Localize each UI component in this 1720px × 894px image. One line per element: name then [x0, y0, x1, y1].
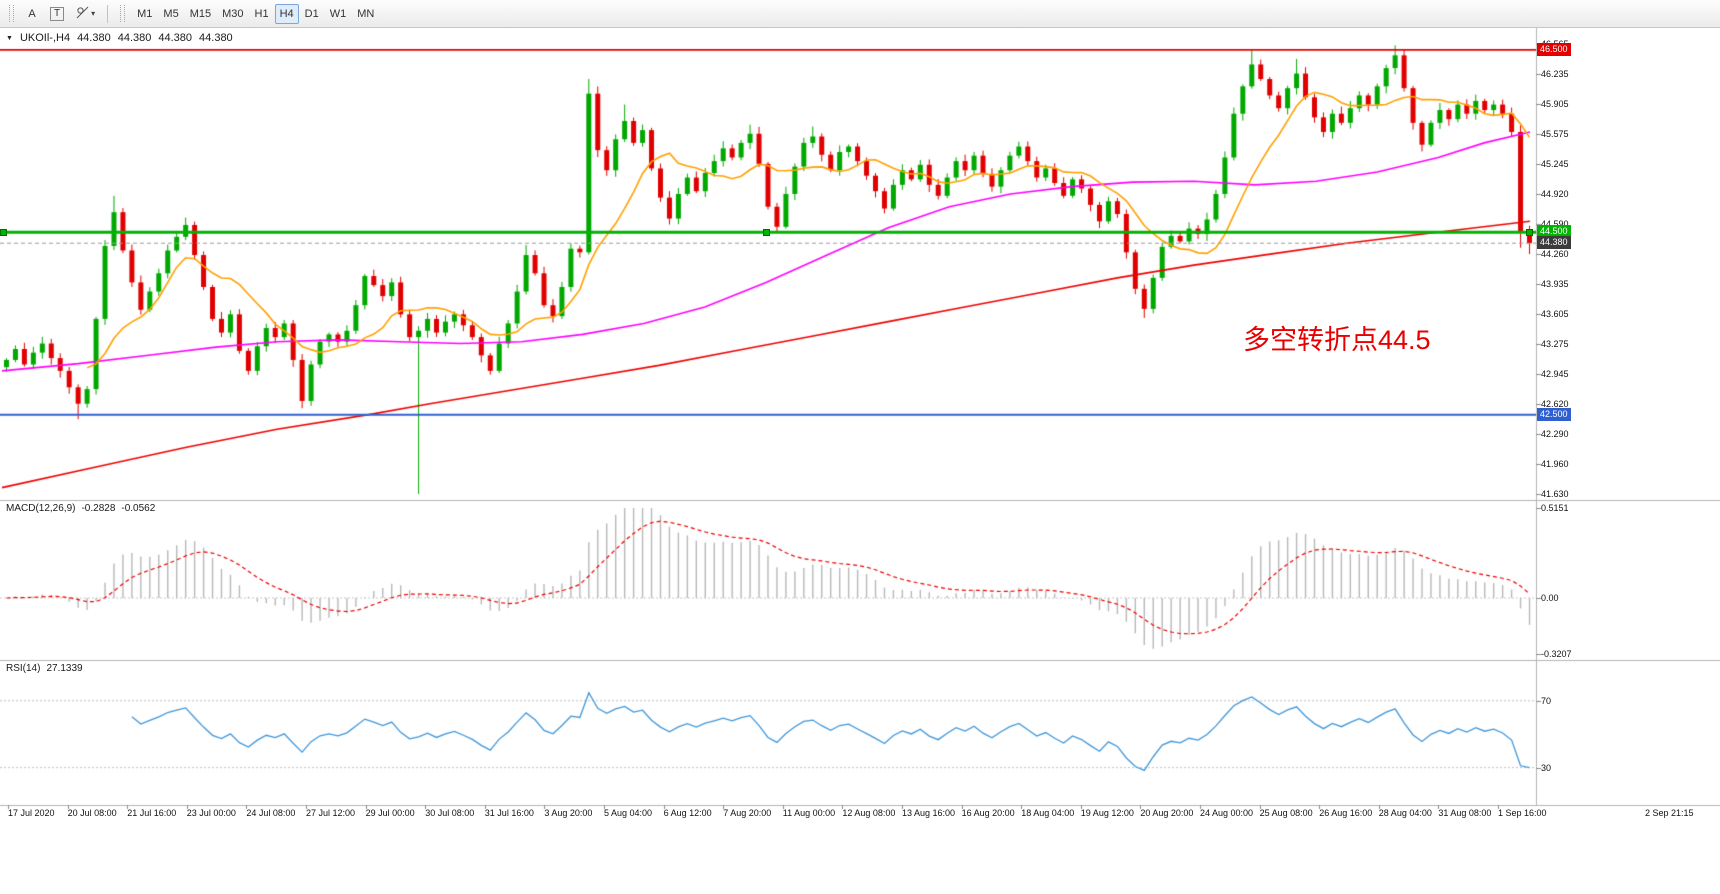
price-tag-resistance: 46.500 — [1537, 42, 1571, 56]
time-label: 7 Aug 20:00 — [723, 808, 772, 818]
time-label: 29 Jul 00:00 — [365, 808, 415, 818]
time-label: 21 Jul 16:00 — [127, 808, 177, 818]
timeframe-h1-button[interactable]: H1 — [250, 4, 274, 24]
time-label-corner: 2 Sep 21:15 — [1645, 808, 1694, 818]
price-scale-tick: 44.920 — [1541, 188, 1569, 199]
macd-scale-tick: -0.3207 — [1541, 649, 1572, 659]
time-label: 13 Aug 16:00 — [902, 808, 956, 818]
timeframe-w1-button[interactable]: W1 — [325, 4, 352, 24]
time-label: 27 Jul 12:00 — [306, 808, 356, 818]
time-label: 17 Jul 2020 — [8, 808, 55, 818]
toolbar-separator — [107, 4, 109, 23]
hline-handle-right[interactable] — [1526, 229, 1533, 237]
high-value: 44.380 — [117, 32, 152, 44]
price-scale-tick: 43.275 — [1541, 338, 1569, 349]
time-label: 19 Aug 12:00 — [1080, 808, 1134, 818]
chart-area: ▼ UKOIl-,H4 44.380 44.380 44.380 44.380 … — [0, 28, 1720, 894]
shapes-tool-button[interactable]: ▾ — [71, 4, 100, 24]
timeframe-group: M1 M5 M15 M30 H1 H4 D1 W1 MN — [132, 3, 379, 24]
macd-indicator-label: MACD(12,26,9) -0.2828 -0.0562 — [6, 503, 155, 514]
time-label: 24 Jul 08:00 — [246, 808, 296, 818]
rsi-value: 27.1339 — [46, 663, 83, 674]
price-scale-tick: 41.960 — [1541, 458, 1569, 469]
timeframe-mn-button[interactable]: MN — [352, 4, 379, 24]
time-label: 11 Aug 00:00 — [782, 808, 836, 818]
price-scale-tick: 42.945 — [1541, 369, 1569, 380]
timeframe-grip[interactable] — [120, 5, 126, 22]
timeframe-m15-button[interactable]: M15 — [185, 4, 216, 24]
price-scale-tick: 45.575 — [1541, 129, 1569, 140]
time-label: 25 Aug 08:00 — [1259, 808, 1313, 818]
price-scale-tick: 43.935 — [1541, 278, 1569, 289]
time-label: 20 Jul 08:00 — [67, 808, 117, 818]
time-label: 3 Aug 20:00 — [544, 808, 593, 818]
time-label: 12 Aug 08:00 — [842, 808, 896, 818]
rsi-level-tick: 70 — [1541, 695, 1552, 706]
close-value: 44.380 — [199, 32, 233, 44]
hline-handle-center[interactable] — [763, 229, 770, 237]
price-scale-tick: 42.620 — [1541, 398, 1569, 409]
open-value: 44.380 — [77, 32, 111, 44]
dropdown-caret-icon: ▾ — [91, 9, 96, 18]
price-scale-tick: 44.260 — [1541, 249, 1569, 260]
toolbar-grip[interactable] — [9, 5, 14, 22]
price-scale-tick: 45.245 — [1541, 159, 1569, 170]
time-label: 20 Aug 20:00 — [1140, 808, 1194, 818]
macd-signal-value: -0.0562 — [121, 503, 156, 514]
time-label: 1 Sep 16:00 — [1498, 808, 1547, 818]
macd-scale-tick: 0.00 — [1541, 592, 1559, 603]
price-scale-tick: 42.290 — [1541, 428, 1569, 439]
main-toolbar: A T ▾ M1 M5 M15 M30 H1 H4 D1 W1 MN — [0, 0, 1720, 28]
symbol-ohlc-line: ▼ UKOIl-,H4 44.380 44.380 44.380 44.380 — [6, 32, 233, 44]
time-label: 6 Aug 12:00 — [663, 808, 712, 818]
arrow-tool-button[interactable]: A — [21, 4, 43, 24]
time-label: 28 Aug 04:00 — [1378, 808, 1432, 818]
time-label: 18 Aug 04:00 — [1021, 808, 1075, 818]
macd-scale-tick: 0.5151 — [1541, 503, 1569, 513]
time-label: 5 Aug 04:00 — [604, 808, 653, 818]
hline-handle-left[interactable] — [0, 229, 7, 237]
timeframe-h4-button[interactable]: H4 — [274, 3, 299, 24]
time-label: 31 Jul 16:00 — [484, 808, 534, 818]
chart-canvas[interactable] — [0, 28, 1720, 894]
price-scale-tick: 45.905 — [1541, 99, 1569, 110]
timeframe-d1-button[interactable]: D1 — [300, 4, 324, 24]
price-scale-tick: 41.630 — [1541, 489, 1569, 499]
low-value: 44.380 — [158, 32, 193, 44]
time-label: 24 Aug 00:00 — [1200, 808, 1254, 818]
shapes-icon — [76, 6, 89, 22]
price-tag-support: 42.500 — [1537, 407, 1571, 421]
time-label: 16 Aug 20:00 — [961, 808, 1015, 818]
macd-main-value: -0.2828 — [81, 503, 116, 514]
chart-annotation-text: 多空转折点44.5 — [1243, 325, 1431, 355]
price-scale-tick: 44.590 — [1541, 219, 1569, 230]
rsi-indicator-label: RSI(14) 27.1339 — [6, 663, 83, 674]
text-tool-icon: T — [50, 6, 65, 21]
chart-menu-caret-icon[interactable]: ▼ — [6, 34, 13, 42]
timeframe-m5-button[interactable]: M5 — [158, 4, 183, 24]
time-label: 26 Aug 16:00 — [1319, 808, 1373, 818]
timeframe-m30-button[interactable]: M30 — [217, 4, 248, 24]
rsi-name: RSI(14) — [6, 663, 41, 674]
price-tag-pivot: 44.500 — [1537, 225, 1571, 239]
price-scale-tick: 43.605 — [1541, 308, 1569, 319]
symbol-label: UKOIl-,H4 — [19, 32, 71, 44]
time-label: 31 Aug 08:00 — [1438, 808, 1492, 818]
macd-name: MACD(12,26,9) — [6, 503, 76, 514]
text-tool-button[interactable]: T — [45, 4, 69, 24]
price-scale-tick: 46.235 — [1541, 69, 1569, 80]
time-label: 30 Jul 08:00 — [425, 808, 475, 818]
time-label: 23 Jul 00:00 — [186, 808, 236, 818]
rsi-level-tick: 30 — [1541, 762, 1552, 773]
price-tag-current: 44.380 — [1537, 236, 1571, 250]
timeframe-m1-button[interactable]: M1 — [132, 4, 157, 24]
